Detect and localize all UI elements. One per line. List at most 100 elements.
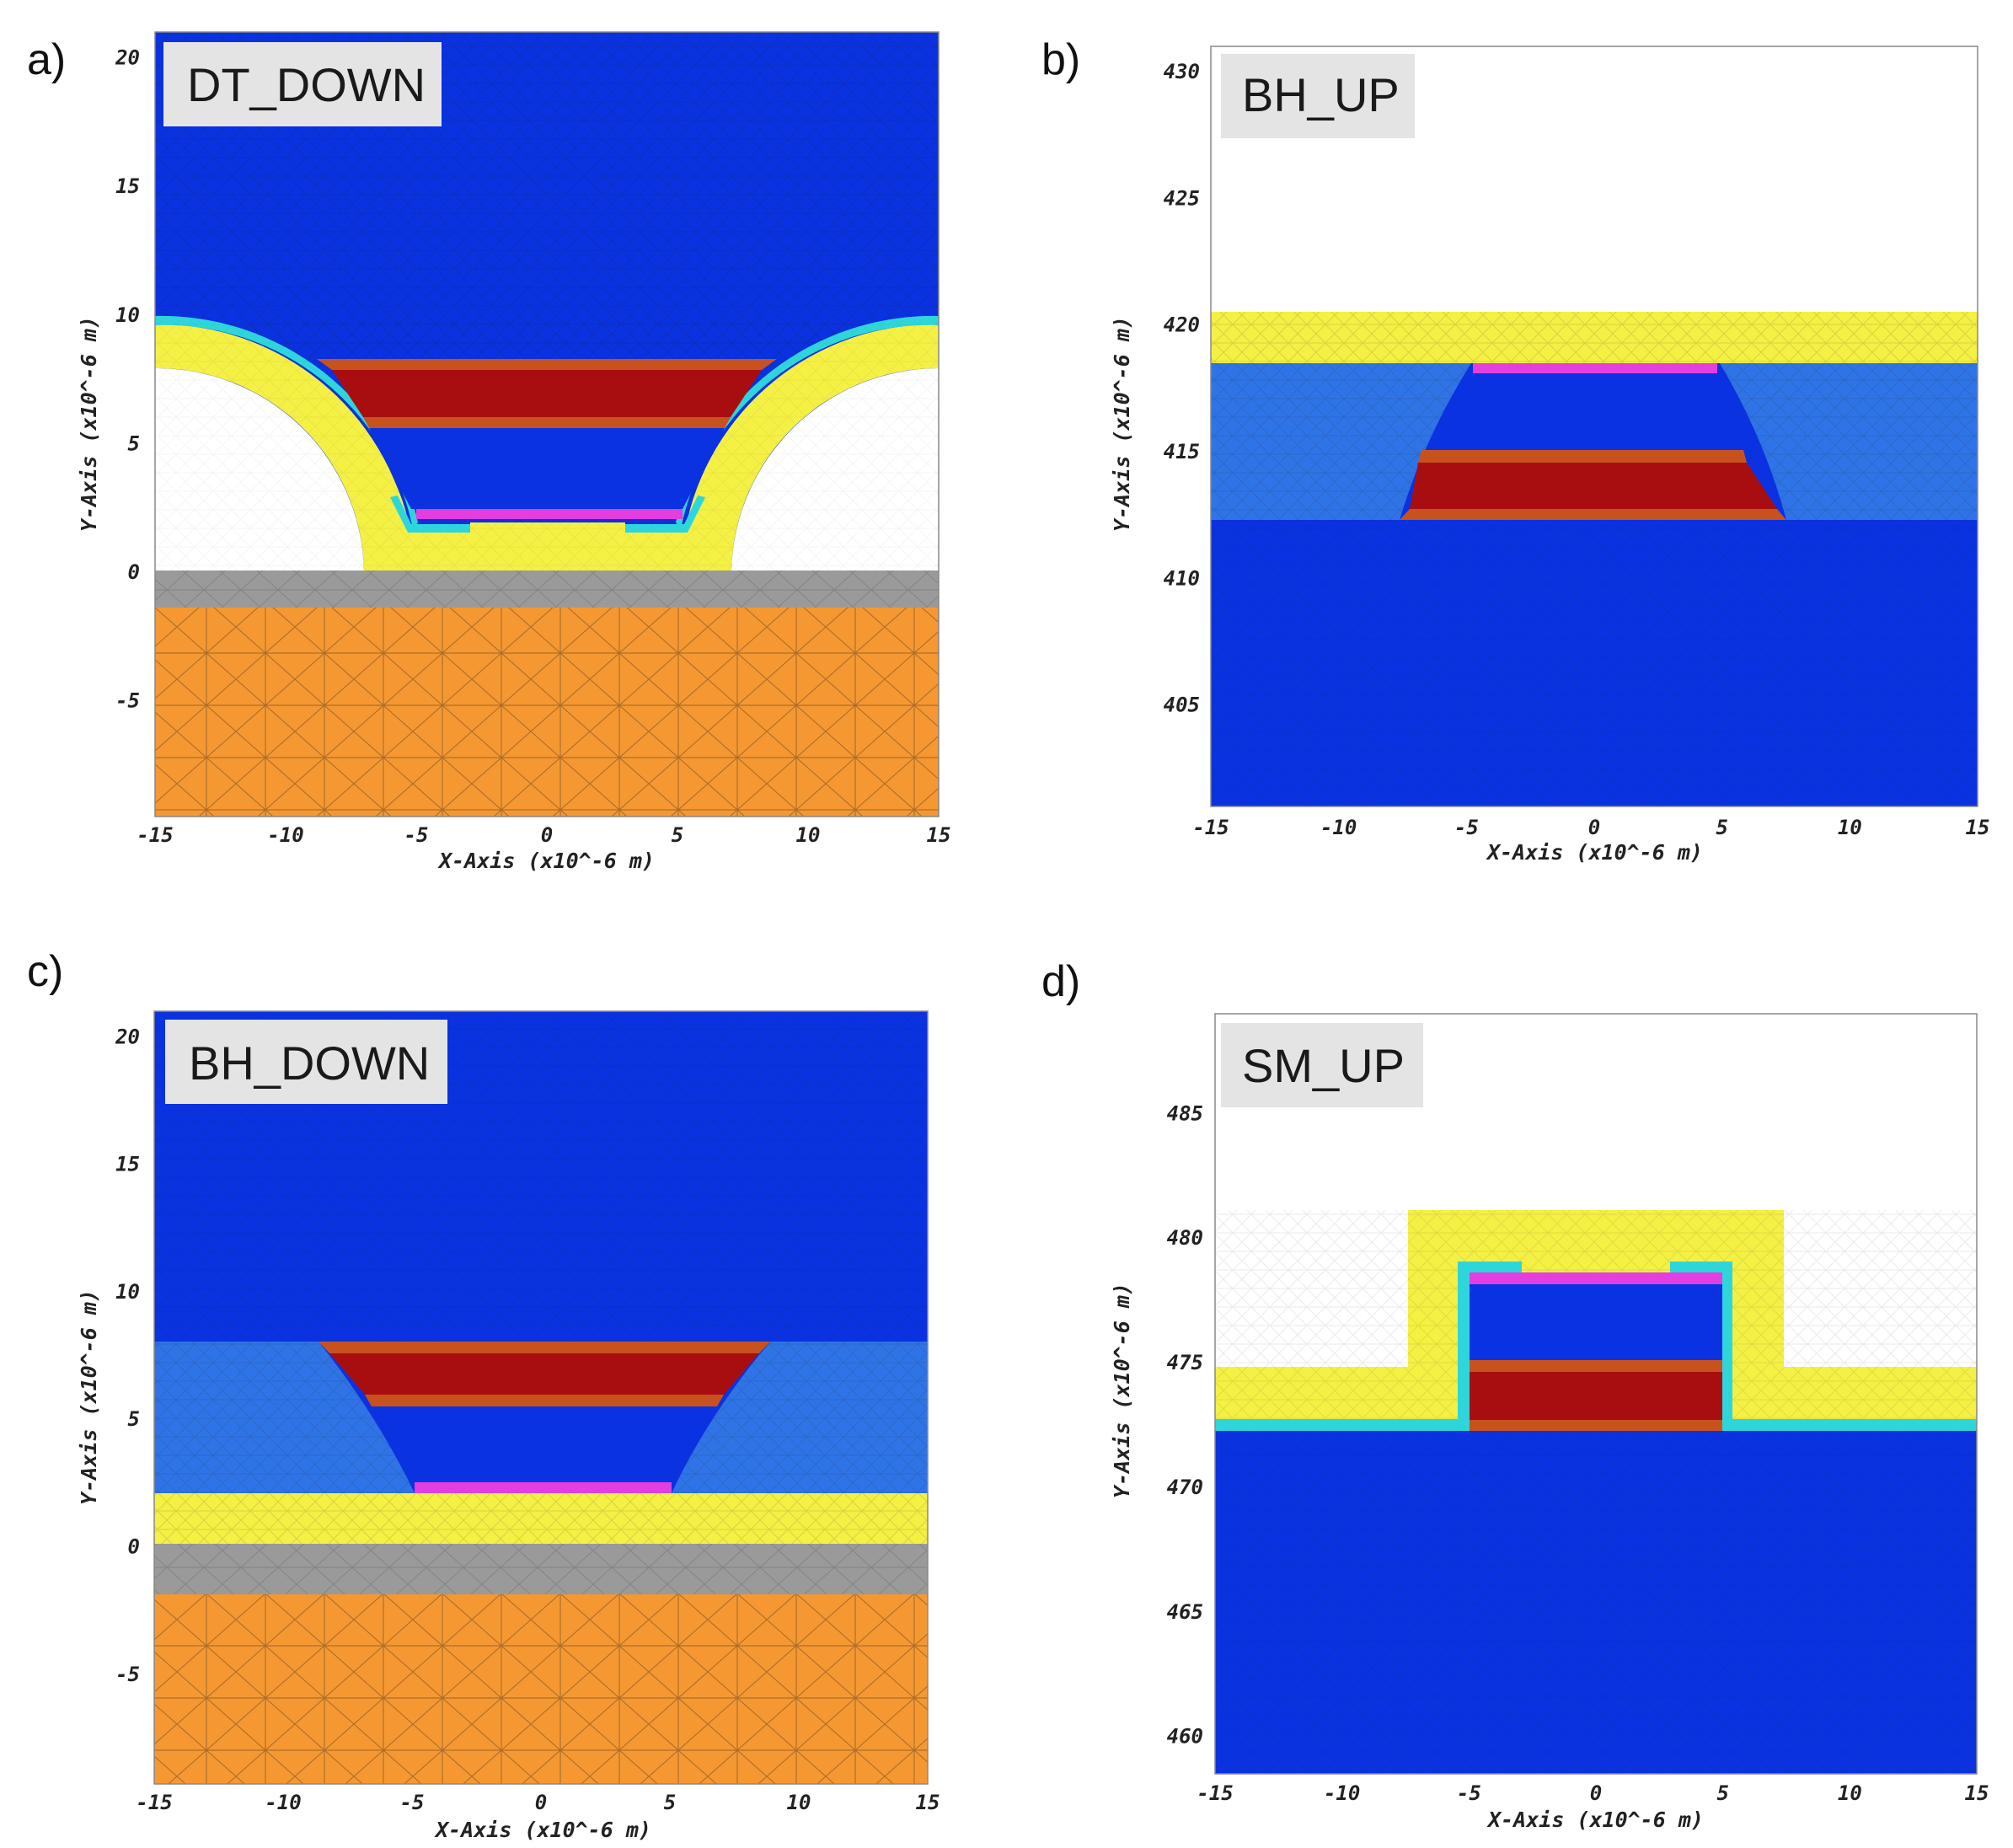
panel-a-tag: DT_DOWN (187, 58, 426, 111)
panel-c-letter: c) (27, 947, 63, 996)
panel-d-y-tick: 460 (1167, 1725, 1203, 1749)
panel-b-x-tick: 5 (1716, 816, 1727, 839)
panel-c-x-tick: 15 (916, 1791, 940, 1814)
panel-d-letter: d) (1041, 957, 1080, 1006)
panel-c-tag: BH_DOWN (189, 1036, 430, 1090)
panel-b-plot (1210, 46, 1978, 807)
panel-d-core (1470, 1284, 1722, 1360)
panel-d-active-region (1470, 1372, 1722, 1420)
panel-d-tag-box (1221, 1023, 1423, 1107)
panel-c-x-tick: 5 (664, 1791, 676, 1814)
panel-b-x-ticks: -15 -10 -5 0 5 10 15 (1192, 816, 1989, 839)
panel-c-active-region (329, 1353, 759, 1395)
panel-d-x-tick: 15 (1965, 1781, 1989, 1805)
panel-d-y-tick: 485 (1167, 1101, 1203, 1125)
panel-b-y-tick: 420 (1164, 313, 1200, 337)
panel-a-contact (416, 509, 683, 519)
panel-a-x-tick: 5 (672, 823, 683, 847)
panel-a-x-tick: 15 (927, 823, 951, 847)
panel-b-y-ticks: 430 425 420 415 410 405 (1164, 60, 1200, 717)
panel-d-ylabel: Y-Axis (x10^-6 m) (1110, 1283, 1134, 1498)
panel-b-active-region (1410, 463, 1777, 509)
panel-c-y-ticks: 20 15 10 5 0 -5 (115, 1025, 140, 1686)
panel-d-x-tick: -5 (1457, 1781, 1481, 1805)
panel-d-plot (1214, 1013, 1978, 1775)
panel-d-xlabel: X-Axis (x10^-6 m) (1486, 1808, 1704, 1832)
panel-a-core (369, 428, 725, 509)
panel-b: b) BH_UP -15 -10 -5 0 5 10 15 4304254204154104… (1041, 35, 1989, 865)
panel-a-xlabel: X-Axis (x10^-6 m) (437, 849, 655, 873)
panel-a-letter: a) (27, 35, 66, 84)
panel-c-x-tick: -5 (400, 1791, 425, 1814)
panel-d-x-tick: -15 (1197, 1781, 1233, 1805)
panel-d-y-tick: 465 (1167, 1600, 1203, 1624)
panel-a-ylabel: Y-Axis (x10^-6 m) (77, 316, 101, 532)
panel-a-x-tick: -10 (267, 823, 303, 847)
panel-c-x-tick: -15 (136, 1791, 172, 1814)
panel-a-x-tick: 0 (541, 823, 553, 847)
panel-c-y-tick: 10 (115, 1280, 140, 1304)
panel-c-x-tick: 10 (787, 1791, 811, 1814)
panel-c-y-tick: 5 (128, 1407, 140, 1431)
panel-d-x-tick: 0 (1590, 1781, 1602, 1805)
panel-c-tag-box (165, 1020, 447, 1104)
panel-a-y-ticks: 20 15 10 5 0 -5 (115, 46, 140, 713)
panel-a-plot (154, 31, 940, 817)
panel-b-xlabel: X-Axis (x10^-6 m) (1486, 840, 1703, 865)
panel-b-x-tick: 10 (1838, 816, 1862, 839)
panel-d-x-tick: -10 (1324, 1781, 1360, 1805)
panel-d: d) SM_UP -15 -10 -5 0 5 10 15 4854804754704654… (1041, 957, 1989, 1832)
panel-a-y-tick: 5 (128, 431, 140, 455)
panel-a-y-tick: 15 (115, 174, 140, 198)
panel-d-contact (1470, 1272, 1722, 1284)
panel-a-tag-box (163, 42, 442, 126)
panel-c-y-tick: 0 (128, 1535, 140, 1559)
panel-a-x-tick: -15 (137, 823, 173, 847)
panel-c-y-tick: -5 (115, 1663, 140, 1686)
panel-c-contact (415, 1482, 672, 1493)
panel-b-x-tick: -10 (1320, 816, 1357, 839)
panel-b-tag: BH_UP (1242, 68, 1400, 121)
panel-c: c) BH_DOWN -15 -10 -5 0 5 10 15 20 15 10 5 0 -5 X-A… (27, 947, 940, 1842)
panel-d-y-tick: 480 (1167, 1226, 1203, 1250)
panel-d-x-tick: 5 (1716, 1781, 1728, 1805)
panel-b-x-tick: -15 (1192, 816, 1229, 839)
panel-b-x-tick: 15 (1966, 816, 1990, 839)
panel-d-y-tick: 475 (1167, 1351, 1203, 1374)
panel-b-tag-box (1221, 54, 1415, 138)
panel-a-y-tick: 20 (115, 46, 140, 70)
panel-a-x-tick: 10 (796, 823, 821, 847)
panel-d-tag: SM_UP (1242, 1039, 1405, 1092)
panel-b-letter: b) (1041, 35, 1080, 84)
panel-b-ylabel: Y-Axis (x10^-6 m) (1110, 316, 1134, 532)
panel-c-y-tick: 15 (115, 1153, 140, 1176)
panel-c-x-tick: 0 (535, 1791, 547, 1814)
panel-c-y-tick: 20 (115, 1025, 140, 1048)
panel-a-liner (390, 495, 470, 533)
panel-d-x-ticks: -15 -10 -5 0 5 10 15 (1197, 1781, 1989, 1805)
panel-d-y-tick: 470 (1167, 1476, 1203, 1499)
panel-b-y-tick: 415 (1164, 440, 1200, 463)
panel-a-y-tick: 0 (128, 560, 140, 584)
panel-b-y-tick: 425 (1164, 186, 1200, 210)
panel-a-active-region (332, 370, 762, 417)
panel-c-x-ticks: -15 -10 -5 0 5 10 15 (136, 1791, 940, 1814)
panel-a: a) (27, 31, 950, 873)
panel-d-x-tick: 10 (1838, 1781, 1862, 1805)
panel-b-x-tick: 0 (1588, 816, 1600, 839)
panel-a-upper-mqw (317, 359, 777, 370)
panel-a-y-tick: -5 (115, 689, 140, 713)
panel-a-x-ticks: -15 -10 -5 0 5 10 15 (137, 823, 950, 847)
panel-b-y-tick: 430 (1164, 60, 1200, 83)
panel-b-x-tick: -5 (1454, 816, 1479, 839)
panel-c-x-tick: -10 (265, 1791, 301, 1814)
panel-a-y-tick: 10 (115, 303, 140, 327)
panel-c-plot (153, 1010, 929, 1785)
panel-a-x-tick: -5 (404, 823, 429, 847)
panel-b-y-tick: 405 (1164, 694, 1200, 717)
panel-d-y-ticks: 485 480 475 470 465 460 (1167, 1101, 1203, 1748)
panel-c-xlabel: X-Axis (x10^-6 m) (434, 1818, 651, 1842)
panel-c-ylabel: Y-Axis (x10^-6 m) (77, 1289, 101, 1505)
panel-b-y-tick: 410 (1164, 566, 1200, 590)
